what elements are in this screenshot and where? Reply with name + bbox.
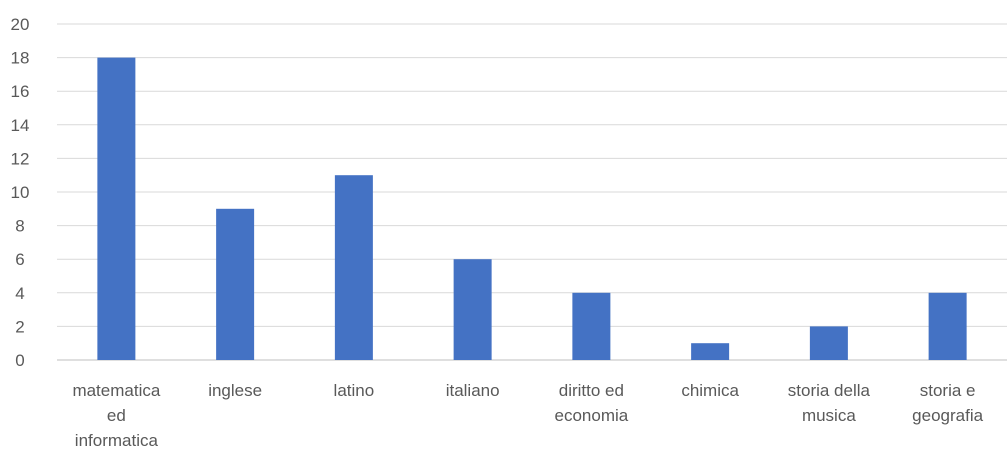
y-tick-label: 20	[11, 15, 30, 34]
bar	[572, 292, 611, 360]
x-category-label-line: musica	[802, 406, 856, 425]
y-tick-label: 16	[11, 82, 30, 101]
bar	[691, 343, 730, 360]
bar	[97, 57, 136, 360]
x-category-label: storia della musica	[788, 381, 871, 425]
y-tick-label: 0	[15, 351, 24, 370]
x-category-label-line: matematica	[72, 381, 160, 400]
y-axis-ticks: 0 2 4 6 8 10 12 14 16 18 20	[11, 15, 30, 370]
y-tick-label: 6	[15, 250, 24, 269]
x-category-label-line: economia	[555, 406, 629, 425]
y-tick-label: 8	[15, 217, 24, 236]
x-category-label: italiano	[446, 381, 500, 400]
bar	[216, 208, 255, 360]
x-category-label-line: informatica	[75, 431, 159, 450]
x-category-label-line: ed	[107, 406, 126, 425]
x-category-label-line: geografia	[912, 406, 983, 425]
y-tick-label: 12	[11, 149, 30, 168]
x-category-label: latino	[334, 381, 375, 400]
x-category-label-line: italiano	[446, 381, 500, 400]
bar	[809, 326, 848, 360]
x-category-label: storia e geografia	[912, 381, 983, 425]
bar	[334, 175, 373, 360]
x-category-label-line: latino	[334, 381, 375, 400]
x-category-label: diritto ed economia	[555, 381, 629, 425]
bar	[453, 259, 492, 360]
x-category-label-line: inglese	[208, 381, 262, 400]
y-tick-label: 18	[11, 49, 30, 68]
bar	[928, 292, 967, 360]
y-tick-label: 4	[15, 284, 24, 303]
x-category-label: matematica ed informatica	[72, 381, 160, 450]
x-category-label-line: chimica	[681, 381, 739, 400]
x-category-label-line: diritto ed	[559, 381, 624, 400]
x-category-label: inglese	[208, 381, 262, 400]
y-tick-label: 10	[11, 183, 30, 202]
x-category-label-line: storia e	[920, 381, 976, 400]
bars	[97, 57, 967, 360]
y-tick-label: 2	[15, 317, 24, 336]
x-axis-labels: matematica ed informatica inglese latino ital…	[72, 381, 983, 450]
y-tick-label: 14	[11, 116, 30, 135]
x-category-label-line: storia della	[788, 381, 871, 400]
x-category-label: chimica	[681, 381, 739, 400]
gridlines	[57, 23, 1007, 361]
